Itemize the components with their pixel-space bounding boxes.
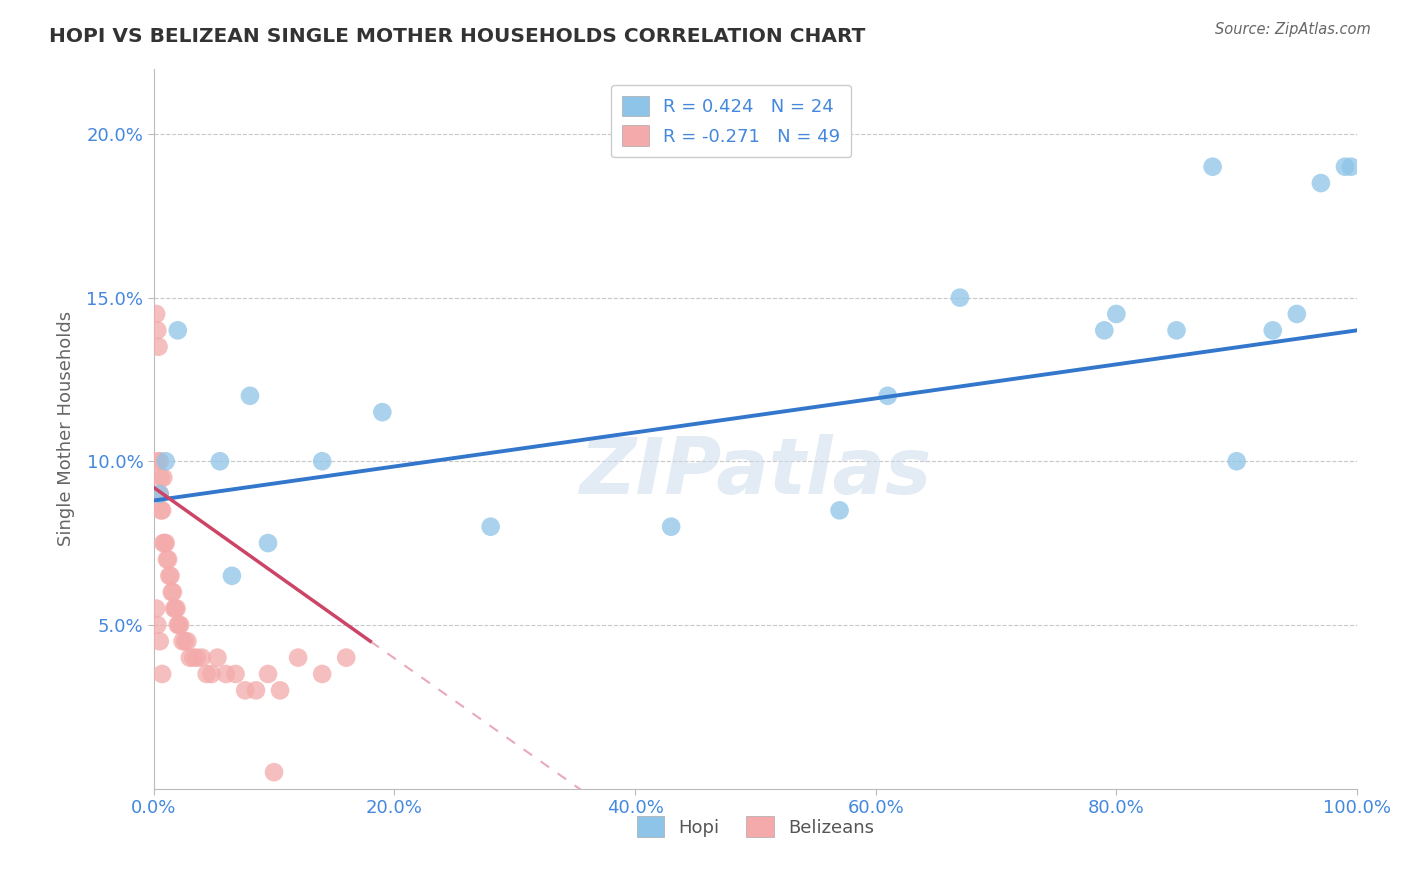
Point xyxy=(828,503,851,517)
Point xyxy=(172,634,194,648)
Point xyxy=(1105,307,1128,321)
Point xyxy=(1340,160,1362,174)
Point xyxy=(287,650,309,665)
Point xyxy=(183,650,205,665)
Point xyxy=(148,340,170,354)
Point xyxy=(149,454,172,468)
Point xyxy=(150,503,173,517)
Point xyxy=(263,765,285,780)
Point xyxy=(146,323,169,337)
Point xyxy=(163,601,186,615)
Point xyxy=(148,454,170,468)
Y-axis label: Single Mother Households: Single Mother Households xyxy=(58,311,75,546)
Point xyxy=(1201,160,1223,174)
Point xyxy=(156,552,179,566)
Point xyxy=(257,667,280,681)
Point xyxy=(149,487,172,501)
Point xyxy=(233,683,256,698)
Point xyxy=(1309,176,1331,190)
Point xyxy=(174,634,197,648)
Point xyxy=(208,454,231,468)
Point xyxy=(659,519,682,533)
Point xyxy=(179,650,201,665)
Point xyxy=(1226,454,1249,468)
Point xyxy=(155,454,177,468)
Point xyxy=(1334,160,1357,174)
Point xyxy=(311,454,333,468)
Point xyxy=(159,569,181,583)
Point xyxy=(166,618,188,632)
Point xyxy=(311,667,333,681)
Point xyxy=(876,389,898,403)
Point xyxy=(157,569,180,583)
Text: Source: ZipAtlas.com: Source: ZipAtlas.com xyxy=(1215,22,1371,37)
Text: HOPI VS BELIZEAN SINGLE MOTHER HOUSEHOLDS CORRELATION CHART: HOPI VS BELIZEAN SINGLE MOTHER HOUSEHOLD… xyxy=(49,27,866,45)
Point xyxy=(269,683,291,698)
Point xyxy=(152,536,174,550)
Point xyxy=(155,536,177,550)
Point xyxy=(1092,323,1115,337)
Point xyxy=(152,470,174,484)
Point xyxy=(239,389,262,403)
Point xyxy=(149,487,172,501)
Point xyxy=(1261,323,1284,337)
Point xyxy=(225,667,247,681)
Text: ZIPatlas: ZIPatlas xyxy=(579,434,932,509)
Point xyxy=(157,552,180,566)
Point xyxy=(149,634,172,648)
Point xyxy=(335,650,357,665)
Point xyxy=(149,503,172,517)
Point xyxy=(165,601,187,615)
Point xyxy=(195,667,218,681)
Point xyxy=(167,618,190,632)
Point xyxy=(207,650,229,665)
Point xyxy=(200,667,222,681)
Point xyxy=(221,569,243,583)
Point xyxy=(479,519,502,533)
Point xyxy=(176,634,198,648)
Point xyxy=(146,618,169,632)
Legend: Hopi, Belizeans: Hopi, Belizeans xyxy=(630,809,882,845)
Point xyxy=(191,650,214,665)
Point xyxy=(245,683,267,698)
Point xyxy=(371,405,394,419)
Point xyxy=(215,667,238,681)
Point xyxy=(153,536,176,550)
Point xyxy=(1285,307,1308,321)
Point xyxy=(257,536,280,550)
Point xyxy=(169,618,191,632)
Point xyxy=(160,585,183,599)
Point xyxy=(150,667,173,681)
Point xyxy=(162,585,184,599)
Point xyxy=(186,650,208,665)
Point xyxy=(166,601,188,615)
Point xyxy=(145,307,167,321)
Point xyxy=(949,291,972,305)
Point xyxy=(149,470,172,484)
Point xyxy=(1166,323,1188,337)
Point xyxy=(166,323,188,337)
Point xyxy=(145,601,167,615)
